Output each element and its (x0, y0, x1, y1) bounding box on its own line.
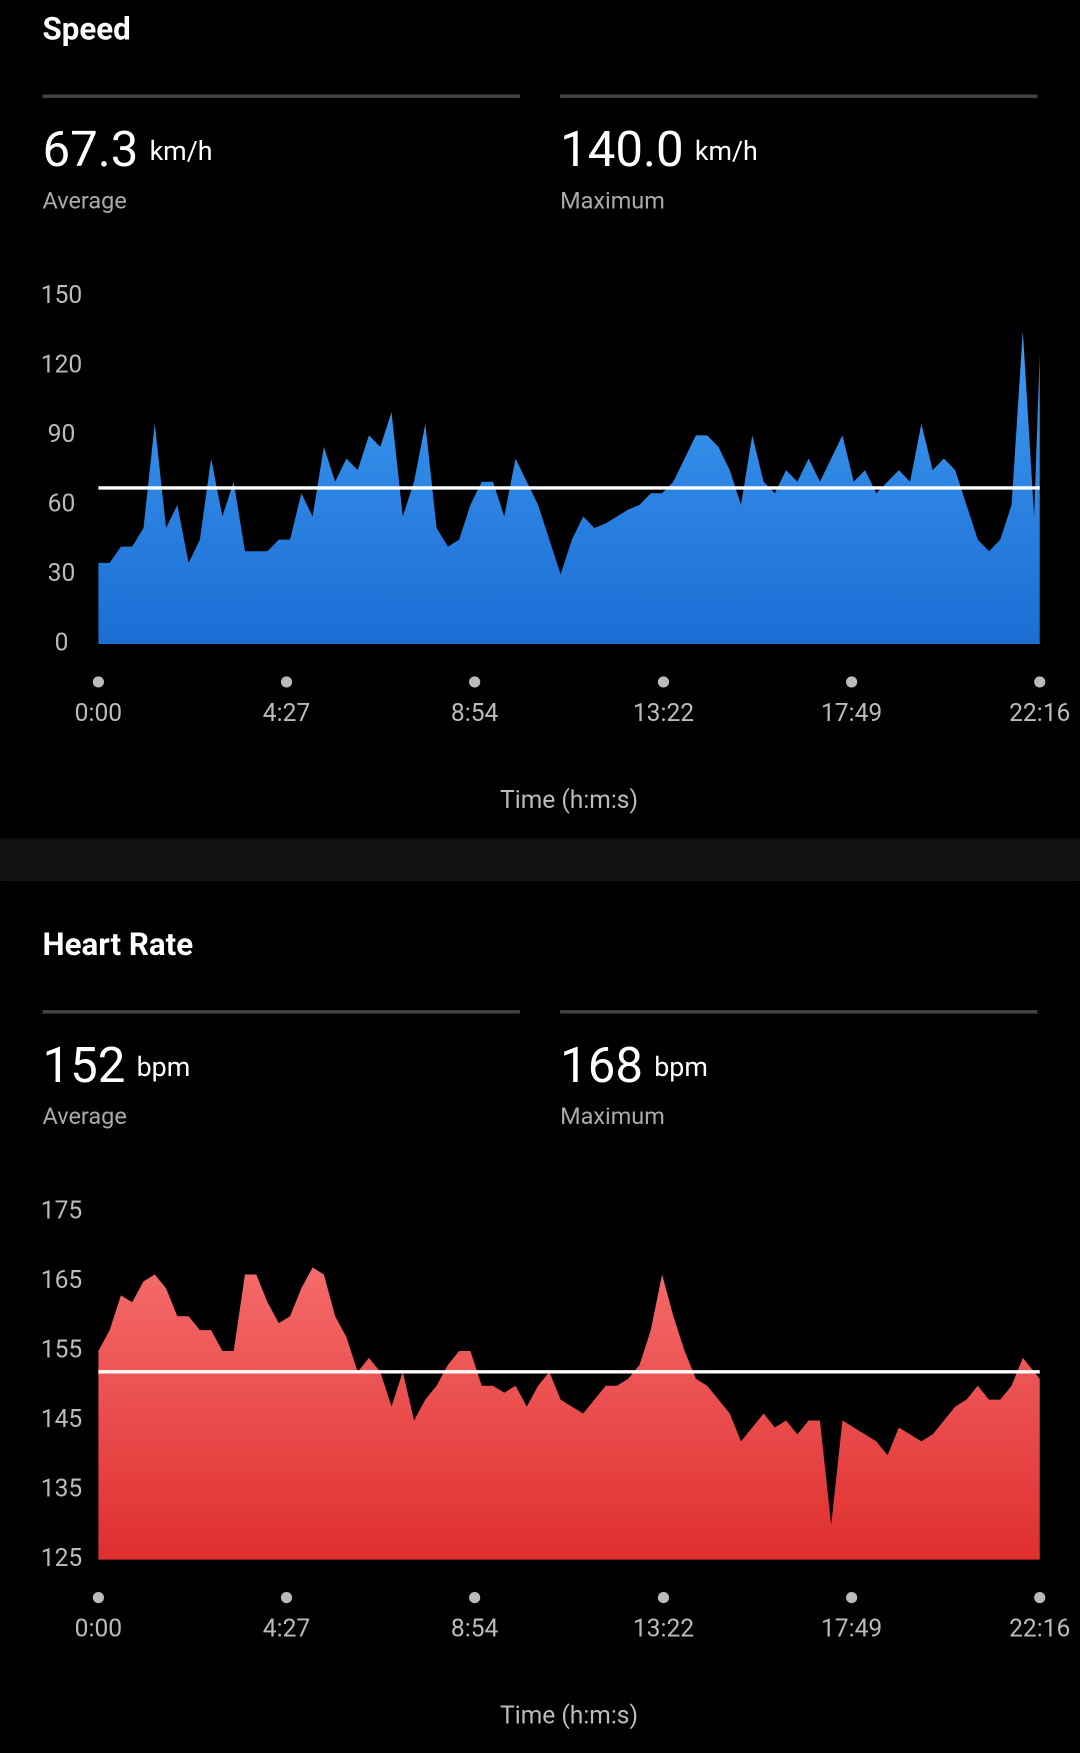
y-tick-label: 30 (48, 559, 76, 588)
y-tick-label: 135 (41, 1475, 82, 1504)
stat-unit: km/h (695, 135, 758, 167)
stat-number: 152 (42, 1037, 125, 1095)
stat-unit: km/h (150, 135, 213, 167)
chart-section: Heart Rate 152 bpm Average 168 bpm Maximum 125 1… (41, 926, 1071, 1731)
x-tick-label: 8:54 (451, 1615, 499, 1644)
x-tick-dot (657, 1592, 670, 1604)
y-tick-label: 60 (48, 489, 76, 518)
stat-number: 140.0 (560, 121, 684, 179)
y-tick-label: 120 (41, 350, 82, 379)
x-tick-label: 13:22 (633, 699, 694, 728)
stat-label: Maximum (560, 187, 665, 215)
x-tick-dot (1034, 1592, 1046, 1604)
x-tick-label: 13:22 (633, 1615, 694, 1644)
stat-unit: bpm (137, 1051, 191, 1083)
y-tick-label: 150 (41, 281, 82, 310)
x-tick-label: 17:49 (821, 1615, 882, 1644)
y-tick-label: 165 (41, 1266, 82, 1295)
x-tick-label: 22:16 (1009, 699, 1070, 728)
area (98, 331, 1040, 644)
stat-label: Maximum (560, 1102, 665, 1130)
x-tick-label: 17:49 (821, 699, 882, 728)
y-tick-label: 175 (41, 1196, 82, 1225)
x-axis-label: Time (h:m:s) (500, 1702, 638, 1731)
x-tick-dot (657, 676, 670, 688)
y-tick-label: 90 (48, 420, 76, 449)
stat-number: 67.3 (42, 121, 138, 179)
stat-value: 152 bpm (42, 1037, 190, 1095)
stat-value: 67.3 km/h (42, 121, 212, 179)
y-tick-label: 155 (41, 1335, 82, 1364)
chart-section: Speed 67.3 km/h Average 140.0 km/h Maximum 0 30 6… (41, 11, 1071, 816)
x-tick-dot (469, 676, 481, 688)
x-tick-dot (846, 1592, 858, 1604)
x-tick-label: 0:00 (75, 699, 122, 728)
stat-label: Average (42, 1102, 126, 1130)
x-tick-label: 0:00 (75, 1615, 122, 1644)
x-tick-dot (1034, 676, 1046, 688)
stat-value: 168 bpm (560, 1037, 708, 1095)
x-tick-dot (280, 676, 293, 688)
section-divider (0, 838, 1080, 881)
stat-unit: bpm (654, 1051, 708, 1083)
x-tick-dot (846, 676, 858, 688)
stat-label: Average (42, 187, 126, 215)
x-tick-label: 8:54 (451, 699, 499, 728)
x-tick-dot (280, 1592, 293, 1604)
x-tick-label: 22:16 (1009, 1615, 1070, 1644)
chart-title: Speed (42, 11, 130, 48)
y-tick-label: 125 (41, 1544, 82, 1573)
chart-title: Heart Rate (42, 926, 193, 963)
x-tick-dot (92, 1592, 104, 1604)
y-tick-label: 145 (41, 1405, 82, 1434)
area (98, 1267, 1040, 1560)
y-tick-label: 0 (55, 628, 69, 657)
x-tick-label: 4:27 (263, 699, 310, 728)
stat-value: 140.0 km/h (560, 121, 758, 179)
x-tick-dot (469, 1592, 481, 1604)
x-axis-label: Time (h:m:s) (500, 786, 638, 815)
stat-number: 168 (560, 1037, 643, 1095)
x-tick-label: 4:27 (263, 1615, 310, 1644)
x-tick-dot (92, 676, 104, 688)
